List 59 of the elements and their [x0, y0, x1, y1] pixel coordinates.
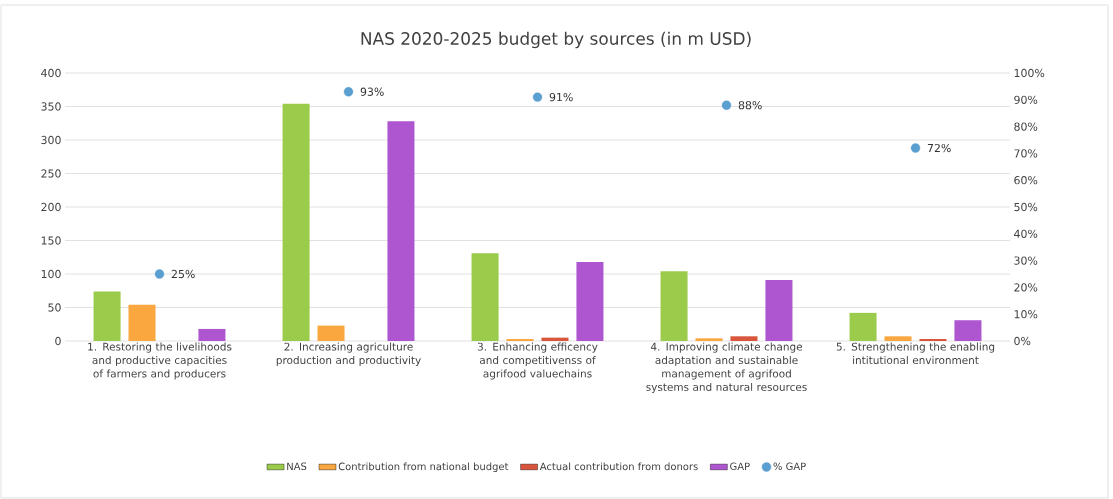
y-tick-label: 50: [48, 303, 61, 312]
bar: [282, 103, 310, 341]
x-tick-label: 4. Improving climate change adaptation and sustainable management of agrifood systems and natural resources: [646, 342, 807, 393]
bar: [954, 320, 982, 341]
y2-tick-label: 100%: [1014, 68, 1045, 78]
bar: [765, 280, 793, 341]
bar: [471, 253, 499, 341]
bar: [919, 338, 947, 341]
y2-tick-label: 30%: [1014, 256, 1038, 265]
point: [532, 92, 543, 102]
data-label: 88%: [738, 101, 762, 110]
point: [910, 143, 921, 153]
y2-tick-label: 60%: [1014, 176, 1038, 185]
bar: [576, 261, 604, 341]
y2-tick-label: 90%: [1014, 95, 1038, 104]
bar: [317, 325, 345, 341]
point: [154, 269, 165, 279]
bar: [849, 312, 877, 341]
legend-label: % GAP: [773, 462, 806, 471]
bar: [884, 336, 912, 341]
bar: [128, 304, 156, 341]
y-tick-label: 300: [41, 135, 61, 145]
y-tick-label: 250: [41, 169, 61, 178]
legend-label: Actual contribution from donors: [539, 462, 698, 471]
bar: [730, 336, 758, 341]
data-label: 91%: [549, 92, 573, 102]
x-tick-label: 3. Enhancing efficency and competitivenss of agrifood valuechains: [477, 342, 598, 380]
data-label: 93%: [360, 87, 384, 96]
x-tick-label: 5. Strengthening the enabling intitutional environment: [836, 342, 995, 365]
y-tick-label: 100: [41, 269, 61, 279]
bar: [93, 291, 121, 341]
point: [721, 100, 732, 110]
bar: [198, 328, 226, 341]
y2-tick-label: 50%: [1014, 202, 1038, 212]
bar: [660, 271, 688, 341]
y2-tick-label: 80%: [1014, 122, 1038, 131]
y2-tick-label: 20%: [1014, 283, 1038, 292]
bar: [506, 338, 534, 341]
y-tick-label: 200: [41, 202, 61, 212]
y-tick-label: 150: [41, 236, 61, 245]
y-tick-label: 0: [55, 336, 61, 346]
legend-label: Contribution from national budget: [338, 462, 509, 473]
legend-label: NAS: [287, 462, 307, 471]
y-tick-label: 400: [41, 68, 61, 78]
y2-tick-label: 10%: [1014, 310, 1038, 319]
y2-tick-label: 40%: [1014, 229, 1038, 238]
bar: [387, 121, 415, 341]
x-tick-label: 1. Restoring the livelihoods and productive capacities of farmers and producers: [88, 342, 232, 380]
bar: [541, 337, 569, 341]
y-tick-label: 350: [41, 102, 61, 111]
x-tick-label: 2. Increasing agriculture production and productivity: [276, 342, 421, 367]
point: [343, 87, 354, 97]
chart-title: NAS 2020-2025 budget by sources (in m USD): [361, 31, 751, 49]
data-label: 72%: [927, 143, 951, 153]
y2-tick-label: 0%: [1014, 336, 1031, 346]
bar: [695, 338, 723, 341]
y2-tick-label: 70%: [1014, 149, 1038, 158]
legend-label: GAP: [730, 462, 750, 471]
data-label: 25%: [171, 269, 195, 279]
